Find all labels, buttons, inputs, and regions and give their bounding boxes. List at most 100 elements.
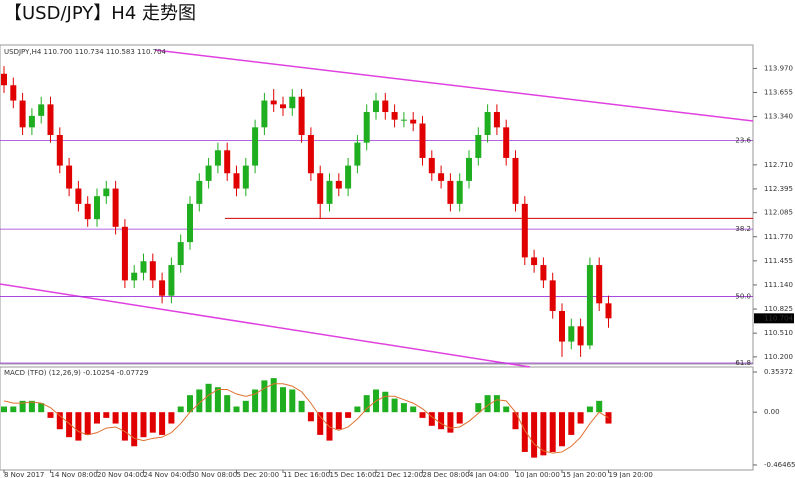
candle-body [438, 173, 445, 181]
candle-body [187, 203, 193, 243]
macd-bar [38, 403, 45, 413]
candle-body [391, 112, 398, 120]
macd-bar [363, 395, 370, 413]
candle-body [196, 180, 203, 204]
candle-body [363, 112, 370, 143]
candle-body [586, 265, 593, 346]
candle-body [159, 280, 166, 296]
macd-bar [335, 412, 342, 430]
candle-body [103, 188, 110, 197]
x-tick-label: 28 Dec 08:00 [423, 471, 470, 478]
macd-bar [549, 412, 556, 452]
x-tick-label: 30 Nov 08:00 [190, 471, 237, 478]
macd-bar [103, 412, 110, 418]
macd-bar [159, 412, 166, 435]
x-tick-label: 4 Jan 04:00 [469, 471, 509, 478]
macd-bar [112, 412, 119, 424]
candle-body [168, 265, 175, 296]
candle-body [1, 73, 7, 86]
y-tick-label: 113.655 [764, 89, 793, 97]
macd-bar [94, 412, 100, 424]
x-tick-label: 10 Jan 00:00 [516, 471, 560, 478]
candle-body [605, 303, 612, 319]
macd-bar [493, 395, 500, 413]
macd-bar [261, 380, 268, 413]
macd-bar [586, 406, 593, 413]
macd-bar [596, 400, 603, 413]
candle-body [400, 119, 407, 121]
candle-body [38, 104, 45, 116]
macd-bar [252, 389, 259, 413]
macd-bar [131, 412, 138, 447]
candle-body [84, 203, 91, 220]
macd-bar [28, 400, 35, 413]
macd-legend: MACD (TFO) (12,26,9) -0.10254 -0.07729 [4, 369, 148, 377]
candle-body [354, 142, 361, 166]
candle-body [428, 157, 435, 174]
y-tick-label: 111.770 [764, 233, 793, 241]
candle-body [531, 257, 538, 266]
x-tick-label: 5 Dec 20:00 [237, 471, 280, 478]
macd-bar [512, 412, 519, 430]
macd-bar [140, 412, 147, 438]
candle-body [10, 85, 17, 101]
macd-bar [410, 406, 417, 413]
y-tick-label: -0.46465 [764, 461, 795, 469]
macd-bar [400, 403, 407, 413]
macd-bar [1, 406, 7, 413]
last-price: 110.704 [764, 314, 793, 322]
macd-bar [531, 412, 538, 458]
candle-body [521, 203, 528, 258]
macd-bar [456, 412, 463, 424]
candle-body [233, 173, 240, 189]
candle-body [373, 100, 379, 113]
x-tick-label: 15 Jan 20:00 [562, 471, 606, 478]
x-tick-label: 24 Nov 04:00 [144, 471, 191, 478]
candle-body [335, 180, 342, 189]
candle-body [484, 112, 491, 135]
x-tick-label: 11 Dec 16:00 [283, 471, 330, 478]
macd-bar [66, 412, 73, 438]
candle-body [270, 100, 277, 105]
macd-bar [56, 412, 63, 430]
candle-body [242, 165, 249, 189]
x-tick-label: 14 Nov 08:00 [51, 471, 98, 478]
last-price-box [754, 313, 794, 324]
macd-bar [419, 412, 426, 418]
y-tick-label: 0.00 [764, 408, 780, 416]
macd-bar [10, 406, 17, 413]
candle-body [131, 272, 138, 281]
candle-body [512, 157, 519, 204]
y-tick-label: 112.085 [764, 209, 793, 217]
macd-bar [121, 412, 128, 441]
candle-body [94, 196, 100, 220]
macd-bar [289, 389, 296, 413]
signal-line [3, 383, 609, 454]
macd-bar [242, 400, 249, 413]
macd-bar [224, 395, 231, 413]
price-panel [0, 44, 754, 365]
macd-bar [521, 412, 528, 452]
candle-body [28, 115, 35, 128]
macd-bar [382, 391, 389, 413]
candle-body [75, 188, 82, 204]
y-tick-label: 113.340 [764, 113, 793, 121]
candle-body [56, 134, 63, 166]
candle-body [289, 96, 296, 109]
candle-body [540, 265, 547, 281]
macd-bar [149, 412, 156, 433]
macd-bar [484, 395, 491, 413]
macd-bar [177, 406, 184, 413]
candle-body [345, 165, 352, 189]
macd-bar [428, 412, 435, 426]
macd-bar [438, 412, 445, 430]
candle-body [47, 104, 54, 135]
y-tick-label: 111.455 [764, 257, 793, 265]
y-tick-label: 112.395 [764, 185, 793, 193]
x-tick-label: 21 Dec 12:00 [376, 471, 423, 478]
candle-body [419, 123, 426, 158]
candle-body [140, 261, 147, 273]
candle-body [596, 265, 603, 304]
macd-bar [345, 412, 352, 418]
